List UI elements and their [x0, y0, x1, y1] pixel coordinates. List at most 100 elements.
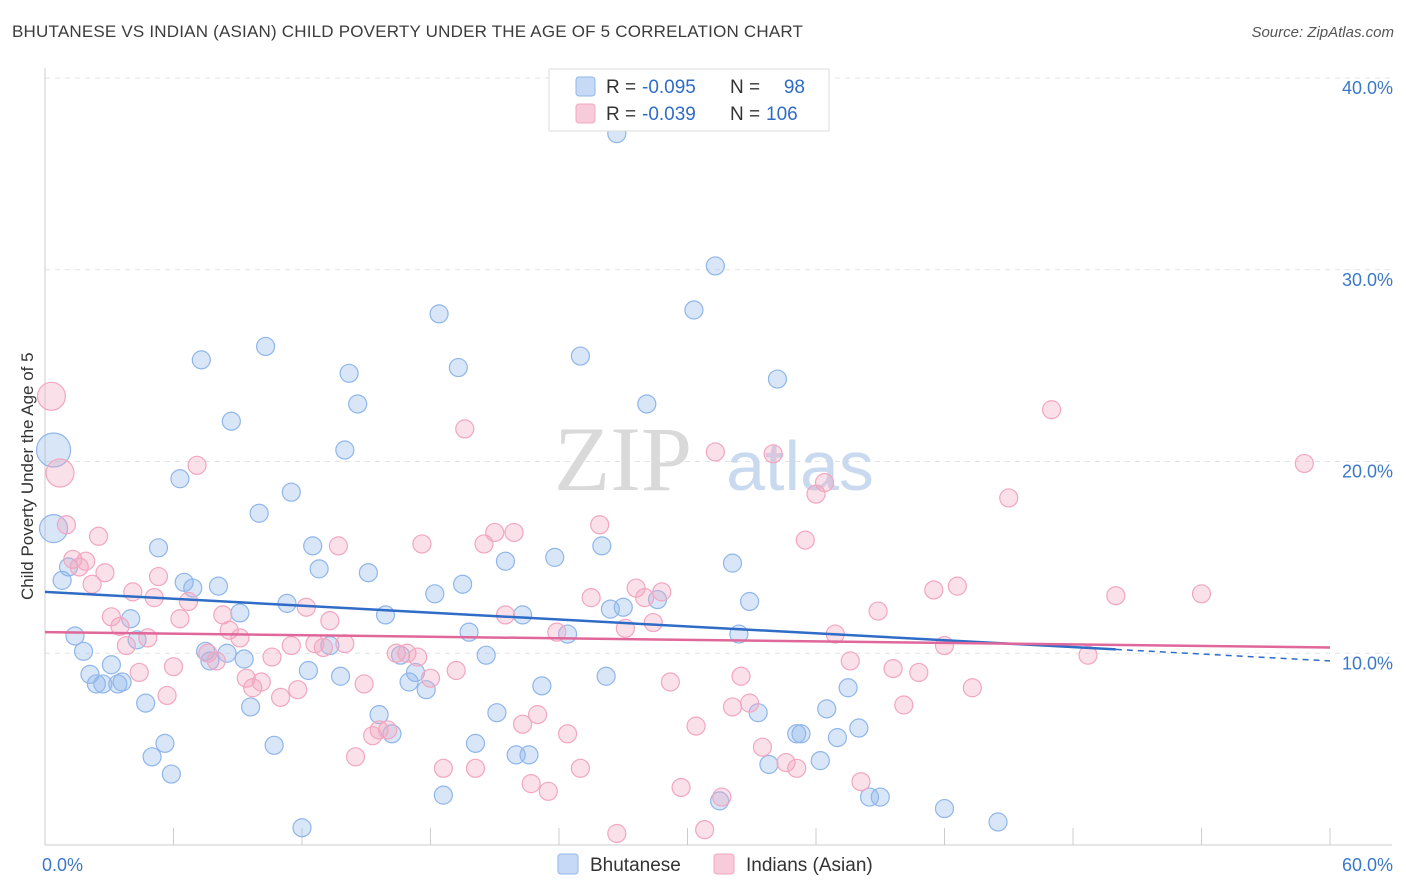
bhutanese-point: [934, 798, 955, 819]
indian-point: [320, 611, 340, 631]
indian-point: [110, 616, 130, 637]
bhutanese-point: [249, 503, 269, 523]
indian-point: [512, 714, 533, 734]
bhutanese-point: [136, 693, 156, 713]
bhutanese-point: [637, 394, 657, 414]
series-label-bhutanese: Bhutanese: [590, 855, 681, 876]
watermark-atlas: atlas: [726, 427, 874, 505]
indian-point: [129, 662, 149, 683]
bhutanese-point: [155, 733, 175, 753]
bhutanese-point: [358, 563, 378, 583]
bhutanese-point: [740, 591, 760, 612]
indian-point: [722, 697, 743, 717]
indian-point: [446, 660, 466, 681]
indian-point: [148, 566, 169, 587]
indian-point: [752, 737, 773, 757]
bhutanese-point: [532, 676, 552, 696]
indian-point: [607, 823, 627, 844]
indian-point: [712, 787, 732, 807]
stats-legend-box: [548, 68, 830, 132]
legend-r-value-1: -0.095: [642, 77, 696, 98]
stats-legend: R = -0.095 N = 98 R = -0.039 N = 106: [548, 68, 830, 132]
indian-point: [590, 515, 610, 535]
axes: [44, 68, 1392, 846]
bhutanese-point: [101, 655, 121, 675]
bhutanese-point: [519, 745, 539, 765]
bhutanese-point: [255, 336, 276, 357]
source-label: Source: ZipAtlas.com: [1251, 24, 1394, 41]
indian-point: [455, 419, 475, 439]
bhutanese-point: [684, 300, 704, 320]
bhutanese-point: [859, 787, 880, 807]
gridlines: [45, 77, 1392, 654]
bhutanese-point: [170, 469, 190, 489]
indian-point: [485, 522, 505, 543]
indian-point: [962, 678, 982, 698]
indian-point: [643, 612, 663, 633]
bhutanese-point: [38, 514, 69, 544]
y-tick-label: 30.0%: [1342, 270, 1393, 290]
indian-point: [1041, 400, 1062, 420]
indian-point: [45, 458, 75, 488]
bhutanese-point: [191, 350, 211, 370]
legend-n-value-2: 106: [766, 104, 798, 125]
indian-point: [206, 651, 226, 671]
trend-lines: [44, 590, 1331, 662]
bhutanese-point: [722, 553, 743, 573]
bhutanese-point: [264, 735, 284, 755]
y-tick-label: 10.0%: [1342, 653, 1393, 673]
bhutanese-point: [230, 603, 250, 623]
bhutanese-point: [465, 733, 486, 753]
indian-point: [288, 680, 308, 700]
bhutanese-point: [767, 369, 788, 389]
indian-point: [163, 657, 184, 677]
indian-point: [170, 609, 190, 629]
indian-point: [504, 522, 524, 543]
indian-point: [840, 651, 860, 671]
bhutanese-point: [570, 346, 591, 366]
bhutanese-point: [339, 363, 359, 383]
legend-n-value-1: 98: [784, 77, 805, 98]
indian-point: [776, 752, 796, 773]
indian-point: [313, 637, 334, 658]
bhutanese-point: [988, 812, 1008, 832]
indian-point: [686, 716, 706, 736]
bhutanese-point: [810, 751, 830, 771]
indian-point: [420, 668, 441, 688]
indian-point: [740, 693, 760, 713]
bhutanese-point: [817, 699, 837, 719]
bhutanese-point: [292, 818, 312, 838]
indian-point: [924, 580, 944, 600]
indian-point: [581, 588, 601, 608]
bhutanese-point: [281, 482, 301, 502]
indian-point: [270, 687, 291, 707]
indian-point: [1078, 645, 1098, 665]
indian-point: [230, 628, 250, 648]
indian-point: [345, 747, 366, 767]
bhutanese-point: [241, 697, 261, 717]
chart-title: BHUTANESE VS INDIAN (ASIAN) CHILD POVERT…: [12, 22, 804, 41]
indian-point: [999, 488, 1019, 508]
bhutanese-point: [448, 357, 468, 378]
indian-point: [795, 530, 815, 550]
bhutanese-point: [827, 728, 848, 748]
indian-point: [1106, 586, 1126, 606]
indian-point: [157, 685, 177, 706]
legend-n-label-2: N =: [730, 104, 760, 125]
bhutanese-point: [121, 609, 141, 629]
indian-point: [281, 635, 301, 656]
indian-point: [386, 643, 406, 663]
indian-point: [408, 647, 428, 667]
indian-point: [412, 534, 432, 554]
indian-point: [495, 605, 516, 625]
bhutanese-trend-line: [44, 590, 1116, 651]
bhutanese-point: [148, 538, 169, 558]
indian-point: [547, 622, 567, 642]
legend-n-label-1: N =: [730, 77, 760, 98]
indian-point: [397, 643, 417, 663]
indian-point: [521, 774, 541, 794]
indian-point: [814, 472, 835, 493]
indian-point: [335, 634, 355, 654]
indian-point: [909, 662, 929, 683]
indian-point: [894, 695, 914, 715]
